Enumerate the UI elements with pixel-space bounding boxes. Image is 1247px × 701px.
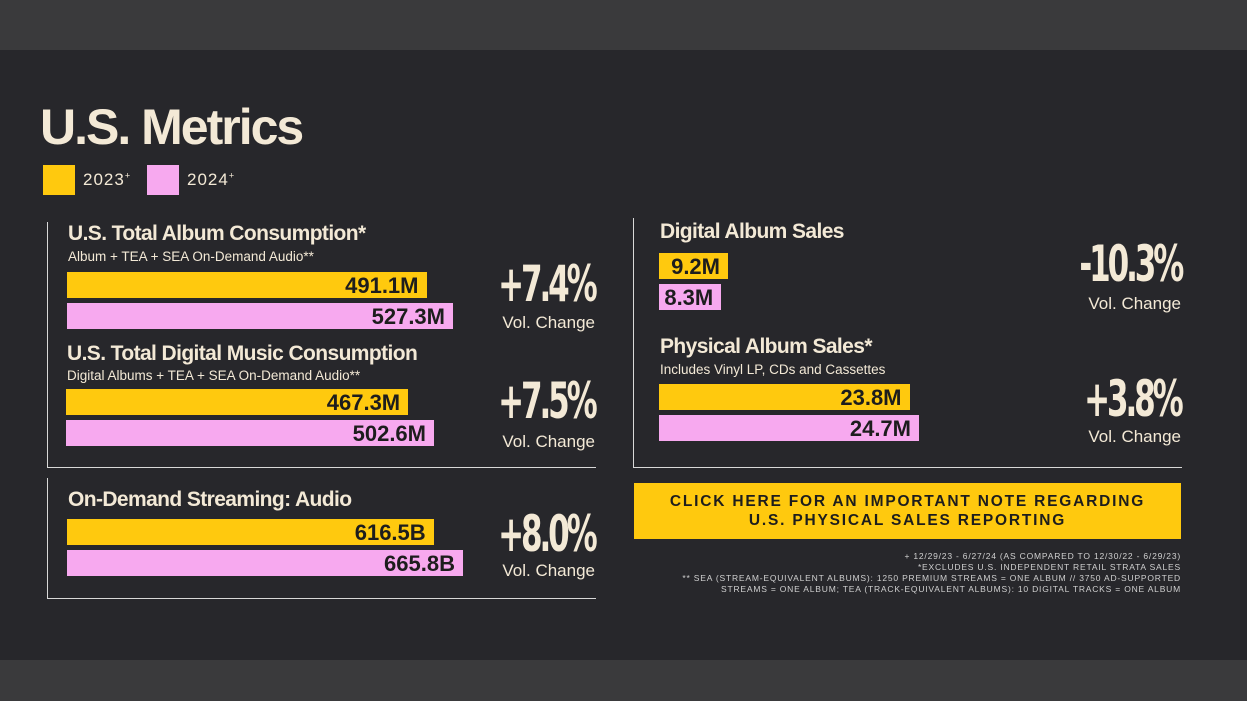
frame [47, 478, 596, 599]
legend-label: 2024+ [187, 170, 236, 189]
bar [67, 272, 427, 298]
bar-label: 8.3M [664, 285, 714, 310]
bar-label: 502.6M [352, 421, 426, 446]
bar [67, 550, 463, 576]
bar-label: 467.3M [326, 390, 401, 415]
volume-change-caption: Vol. Change [1088, 294, 1181, 313]
bar [659, 284, 722, 310]
button-line[interactable]: U.S. PHYSICAL SALES REPORTING [748, 512, 1067, 529]
bar [67, 519, 434, 545]
volume-change-caption: Vol. Change [1088, 427, 1181, 446]
section-title: U.S. Total Digital Music Consumption [67, 342, 418, 365]
volume-change-caption: Vol. Change [502, 432, 595, 451]
frame [633, 218, 1182, 468]
bar-label: 665.8B [384, 551, 455, 576]
bar-label: 23.8M [840, 385, 902, 410]
legend-mark: + [228, 170, 236, 181]
footnote: STREAMS = ONE ALBUM; TEA (TRACK-EQUIVALE… [721, 584, 1181, 594]
bar [659, 253, 728, 279]
bar [66, 420, 434, 446]
volume-change: +8.0% [498, 505, 599, 563]
bar [659, 415, 919, 441]
bar-label: 491.1M [345, 273, 419, 298]
bar-label: 24.7M [849, 416, 911, 441]
volume-change: +7.4% [498, 255, 599, 313]
section-title: On-Demand Streaming: Audio [68, 488, 352, 511]
section-subtitle: Digital Albums + TEA + SEA On-Demand Aud… [67, 368, 361, 383]
volume-change: +7.5% [498, 372, 599, 430]
bar [659, 384, 910, 410]
legend-swatch [147, 165, 179, 195]
footnote: + 12/29/23 - 6/27/24 (AS COMPARED TO 12/… [904, 551, 1181, 561]
legend-mark: + [124, 170, 132, 181]
footnote: ** SEA (STREAM-EQUIVALENT ALBUMS): 1250 … [682, 573, 1181, 583]
note-button[interactable]: CLICK HERE FOR AN IMPORTANT NOTE REGARDI… [634, 483, 1181, 539]
section-subtitle: Includes Vinyl LP, CDs and Cassettes [660, 362, 886, 377]
legend-label: 2023+ [83, 170, 132, 189]
section-subtitle: Album + TEA + SEA On-Demand Audio** [68, 249, 314, 264]
volume-change-caption: Vol. Change [502, 561, 595, 580]
volume-change-caption: Vol. Change [502, 313, 595, 332]
bar-label: 527.3M [371, 304, 445, 329]
bar-label: 616.5B [354, 520, 426, 545]
title: U.S. Metrics [40, 99, 304, 155]
frame [47, 222, 596, 468]
volume-change: -10.3% [1079, 235, 1184, 293]
section-title: Digital Album Sales [660, 220, 844, 243]
bar-label: 9.2M [671, 254, 720, 279]
bar [67, 303, 453, 329]
volume-change: +3.8% [1084, 370, 1185, 428]
legend-swatch [43, 165, 75, 195]
section-title: Physical Album Sales* [660, 335, 872, 358]
bar [66, 389, 409, 415]
section-title: U.S. Total Album Consumption* [68, 222, 366, 245]
button-line[interactable]: CLICK HERE FOR AN IMPORTANT NOTE REGARDI… [669, 493, 1146, 510]
footnote: *EXCLUDES U.S. INDEPENDENT RETAIL STRATA… [917, 562, 1181, 572]
